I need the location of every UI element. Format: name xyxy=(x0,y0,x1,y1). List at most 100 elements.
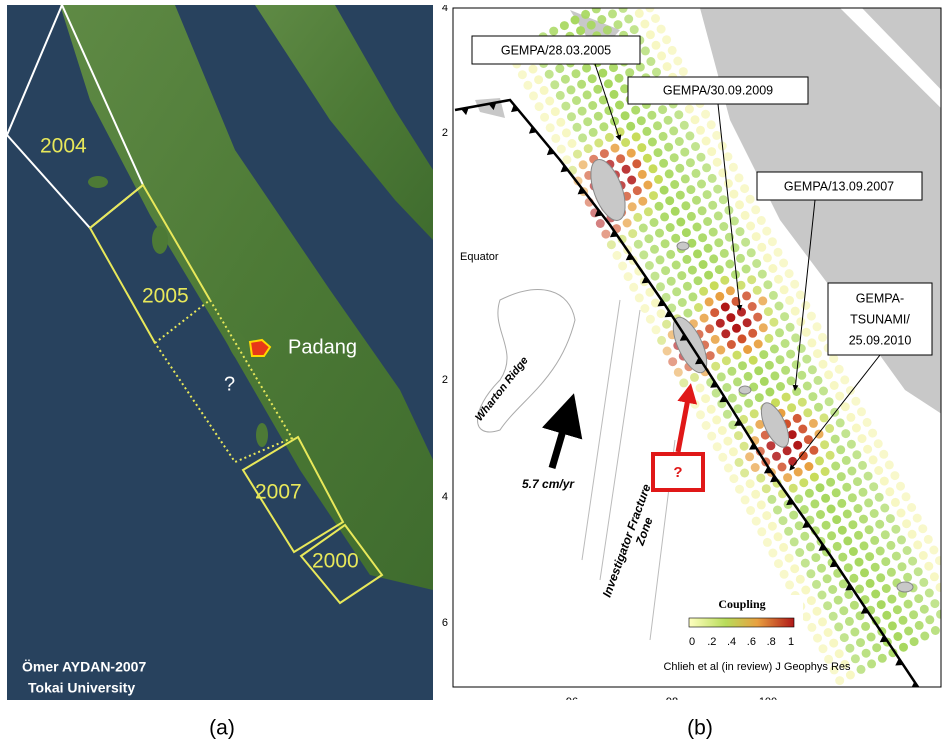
coupling-dot xyxy=(924,535,933,544)
coupling-dot xyxy=(742,265,751,274)
coupling-dot xyxy=(556,118,565,127)
coupling-dot xyxy=(849,547,858,556)
coupling-dot xyxy=(673,57,682,66)
coupling-dot xyxy=(814,403,823,412)
coupling-dot xyxy=(688,266,697,275)
coupling-dot xyxy=(608,9,617,18)
zone-label: 2000 xyxy=(312,550,359,573)
coupling-dot xyxy=(662,35,671,44)
coupling-dot xyxy=(640,0,649,2)
coupling-dot xyxy=(581,10,590,19)
coupling-dot xyxy=(676,218,685,227)
coupling-dot xyxy=(738,334,747,343)
panel-a: 2004 2005 ? 2007 2000 Padang Ömer AYDAN-… xyxy=(7,5,433,700)
coupling-dot xyxy=(683,309,692,318)
coupling-dot xyxy=(748,329,757,338)
coupling-dot xyxy=(679,378,688,387)
coupling-dot xyxy=(685,105,694,114)
coupling-dot xyxy=(802,355,811,364)
coupling-dot xyxy=(806,542,815,551)
coupling-dot xyxy=(551,134,560,143)
coupling-dot xyxy=(701,110,710,119)
coupling-dot xyxy=(625,68,634,77)
coupling-dot xyxy=(654,175,663,184)
coupling-dot xyxy=(838,526,847,535)
coupling-dot xyxy=(523,81,532,90)
coupling-dot xyxy=(809,419,818,428)
coupling-dot xyxy=(920,632,929,641)
coupling-dot xyxy=(779,259,788,268)
coupling-dot xyxy=(628,229,637,238)
coupling-dot xyxy=(807,596,816,605)
callout-text: GEMPA- xyxy=(856,291,904,305)
coupling-dot xyxy=(672,261,681,270)
coupling-dot xyxy=(723,437,732,446)
coupling-dot xyxy=(726,286,735,295)
coupling-dot xyxy=(707,147,716,156)
coupling-dot xyxy=(867,633,876,642)
coupling-dot xyxy=(835,392,844,401)
coupling-dot xyxy=(707,405,716,414)
coupling-dot xyxy=(671,234,680,243)
coupling-dot xyxy=(677,271,686,280)
coupling-dot xyxy=(656,282,665,291)
coupling-dot xyxy=(795,548,804,557)
coupling-dot xyxy=(648,138,657,147)
coupling-dot xyxy=(701,394,710,403)
coupling-dot xyxy=(852,450,861,459)
coupling-dot xyxy=(659,159,668,168)
coupling-dot xyxy=(776,382,785,391)
coupling-dot xyxy=(763,280,772,289)
coupling-dot xyxy=(693,249,702,258)
coupling-dot xyxy=(846,386,855,395)
coupling-dot xyxy=(910,637,919,646)
coupling-dot xyxy=(807,623,816,632)
coupling-dot xyxy=(837,472,846,481)
coupling-dot xyxy=(849,574,858,583)
coupling-dot xyxy=(663,62,672,71)
coupling-dot xyxy=(810,473,819,482)
coupling-dot xyxy=(683,282,692,291)
coupling-dot xyxy=(789,511,798,520)
coupling-dot xyxy=(646,315,655,324)
coupling-dot xyxy=(674,368,683,377)
coupling-dot xyxy=(815,456,824,465)
coupling-dot xyxy=(801,301,810,310)
coupling-dot xyxy=(862,649,871,658)
coupling-dot xyxy=(723,410,732,419)
coupling-dot xyxy=(598,69,607,78)
coupling-dot xyxy=(623,219,632,228)
coupling-dot xyxy=(878,654,887,663)
coupling-dot xyxy=(639,250,648,259)
coupling-dot xyxy=(785,269,794,278)
coupling-dot xyxy=(885,460,894,469)
coupling-dot xyxy=(603,26,612,35)
coupling-dot xyxy=(775,302,784,311)
coupling-dot xyxy=(893,632,902,641)
coupling-dot xyxy=(759,323,768,332)
coupling-dot xyxy=(897,509,906,518)
coupling-dot xyxy=(781,366,790,375)
coupling-dot xyxy=(707,432,716,441)
lon-tick: 100 xyxy=(759,696,777,708)
coupling-dot xyxy=(740,184,749,193)
coupling-dot xyxy=(792,387,801,396)
coupling-dot xyxy=(719,195,728,204)
coupling-dot xyxy=(713,185,722,194)
coupling-dot xyxy=(741,495,750,504)
coupling-dot xyxy=(842,483,851,492)
coupling-dot xyxy=(640,20,649,29)
coupling-dot xyxy=(692,169,701,178)
coupling-dot xyxy=(736,254,745,263)
coupling-dot xyxy=(791,333,800,342)
coupling-dot xyxy=(806,569,815,578)
coupling-dot xyxy=(865,525,874,534)
coupling-dot xyxy=(652,325,661,334)
coupling-dot xyxy=(720,276,729,285)
coupling-dot xyxy=(753,313,762,322)
coupling-dot xyxy=(785,554,794,563)
coupling-dot xyxy=(605,133,614,142)
coupling-dot xyxy=(759,350,768,359)
coupling-dot xyxy=(676,191,685,200)
callout-text: 25.09.2010 xyxy=(849,333,912,347)
